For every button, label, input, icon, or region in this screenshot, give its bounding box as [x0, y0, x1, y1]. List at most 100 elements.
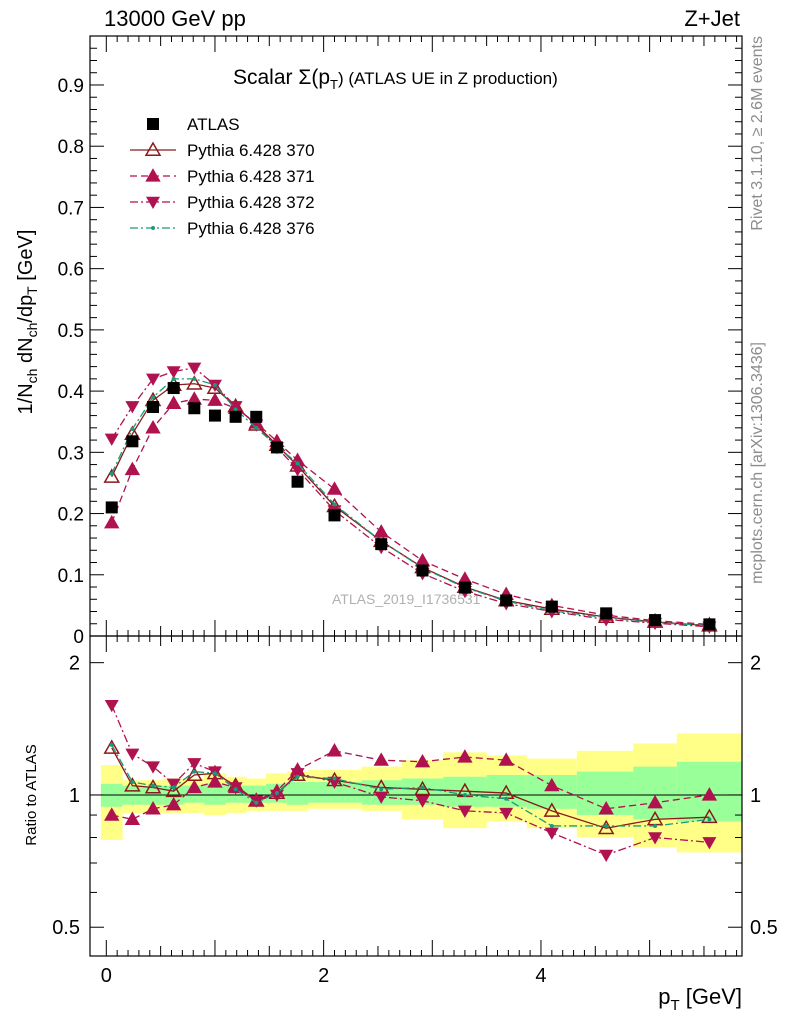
- ratio-point-p371: [544, 777, 560, 792]
- legend-label-p370: Pythia 6.428 370: [187, 141, 315, 160]
- main-point-p376: [212, 382, 217, 387]
- ratio-y-tick-label-right: 2: [750, 653, 761, 675]
- main-point-atlas: [126, 435, 139, 448]
- ratio-point-p372: [374, 791, 389, 804]
- ratio-point-p370: [597, 819, 615, 835]
- mcplots-label: mcplots.cern.ch [arXiv:1306.3436]: [749, 342, 766, 584]
- ratio-point-p376: [504, 796, 509, 801]
- ratio-point-p371: [498, 752, 514, 766]
- ratio-point-p370: [414, 780, 431, 796]
- ratio-y-tick-label-right: 1: [750, 785, 761, 807]
- legend-marker-p370: [144, 141, 162, 156]
- ratio-point-p376: [549, 823, 554, 828]
- ratio-point-p371: [414, 753, 431, 768]
- main-point-atlas: [500, 594, 513, 607]
- ratio-point-p372: [166, 778, 181, 791]
- main-point-atlas: [703, 618, 716, 631]
- main-point-atlas: [416, 564, 429, 577]
- main-point-p372: [125, 401, 140, 414]
- main-point-p371: [326, 481, 343, 495]
- main-point-p376: [151, 395, 156, 400]
- main-point-p371: [145, 420, 161, 434]
- ratio-point-p372: [290, 768, 305, 781]
- main-y-tick-label: 0.3: [58, 443, 84, 464]
- main-y-tick-label: 0.4: [58, 382, 85, 403]
- x-tick-label: 0: [101, 965, 112, 987]
- main-point-atlas: [229, 410, 242, 423]
- main-point-p371: [207, 392, 223, 406]
- ratio-point-p376: [130, 780, 135, 785]
- ratio-point-p372: [146, 761, 161, 774]
- x-axis-label: pT [GeV]: [658, 984, 742, 1014]
- band-inner-bin: [486, 775, 527, 807]
- ratio-point-p371: [207, 774, 223, 788]
- main-title: Scalar Σ(pT) (ATLAS UE in Z production): [233, 66, 558, 92]
- main-y-tick-label: 0.2: [58, 505, 84, 526]
- legend-label-p371: Pythia 6.428 371: [187, 167, 315, 186]
- ratio-point-p371: [186, 779, 203, 794]
- main-point-p371: [165, 395, 182, 409]
- analysis-watermark: ATLAS_2019_I1736531: [332, 591, 481, 607]
- ratio-point-p372: [187, 758, 202, 771]
- band-inner-bin: [286, 782, 309, 805]
- main-y-tick-label: 0.7: [58, 198, 84, 219]
- ratio-point-p372: [104, 700, 119, 713]
- main-point-atlas: [458, 581, 471, 594]
- rivet-version-label: Rivet 3.1.10, ≥ 2.6M events: [749, 36, 766, 231]
- ratio-point-p371: [457, 749, 473, 763]
- title-rest: ) (ATLAS UE in Z production): [338, 69, 558, 88]
- title-sub: T: [330, 77, 338, 92]
- ratio-point-p371: [701, 787, 718, 801]
- ratio-point-p371: [326, 743, 343, 757]
- ratio-point-p372: [648, 832, 663, 845]
- ratio-point-p376: [192, 769, 197, 774]
- ratio-point-p371: [598, 800, 614, 815]
- x-tick-label: 4: [535, 965, 546, 987]
- ratio-point-p376: [653, 823, 658, 828]
- legend-marker-p371: [145, 168, 161, 182]
- main-point-p370: [186, 375, 203, 390]
- ratio-point-p372: [457, 805, 472, 818]
- legend-label-p376: Pythia 6.428 376: [187, 219, 315, 238]
- ratio-point-p376: [274, 791, 279, 796]
- ratio-point-p376: [151, 783, 156, 788]
- x-tick-label: 2: [318, 965, 329, 987]
- main-point-atlas: [375, 538, 388, 551]
- ratio-point-p376: [420, 785, 425, 790]
- main-point-p372: [228, 401, 243, 414]
- main-y-tick-label: 0.5: [58, 321, 84, 342]
- ratio-point-p372: [415, 795, 430, 808]
- main-point-atlas: [328, 509, 341, 522]
- main-point-atlas: [291, 475, 304, 488]
- ratio-point-p376: [379, 787, 384, 792]
- axes-layer: 0 0.1 0.2 0.3 0.4 0.5 0.6 0.7 0.8 0.9 0 2 4 0.5 0.5 1 1 2…: [52, 35, 778, 987]
- main-point-p376: [171, 376, 176, 381]
- ratio-point-p376: [707, 817, 712, 822]
- main-point-p376: [233, 407, 238, 412]
- ratio-point-p372: [327, 776, 342, 790]
- ratio-point-p376: [295, 774, 300, 779]
- main-point-p371: [104, 514, 120, 529]
- main-y-tick-label: 0: [73, 627, 84, 648]
- ratio-point-p371: [104, 807, 120, 821]
- legend-marker-p376: [151, 226, 155, 230]
- ratio-point-p376: [233, 787, 238, 792]
- band-inner-bin: [308, 782, 362, 803]
- ratio-point-p370: [124, 777, 141, 792]
- main-point-p376: [130, 427, 135, 432]
- ratio-point-p372: [499, 807, 514, 820]
- ratio-point-p372: [125, 748, 140, 761]
- main-point-p376: [109, 471, 114, 476]
- main-point-p372: [166, 366, 181, 379]
- main-point-p376: [254, 425, 259, 430]
- main-y-axis-label: 1/Nch dNch/dpT [GeV]: [15, 230, 40, 415]
- ratio-point-p371: [373, 752, 389, 766]
- ratio-series-layer: [103, 700, 718, 863]
- ratio-point-p376: [332, 776, 337, 781]
- main-point-atlas: [167, 382, 180, 395]
- ratio-point-p372: [702, 837, 717, 850]
- ratio-frame: [89, 635, 743, 957]
- main-y-tick-label: 0.9: [58, 76, 84, 97]
- ratio-point-p370: [165, 782, 182, 798]
